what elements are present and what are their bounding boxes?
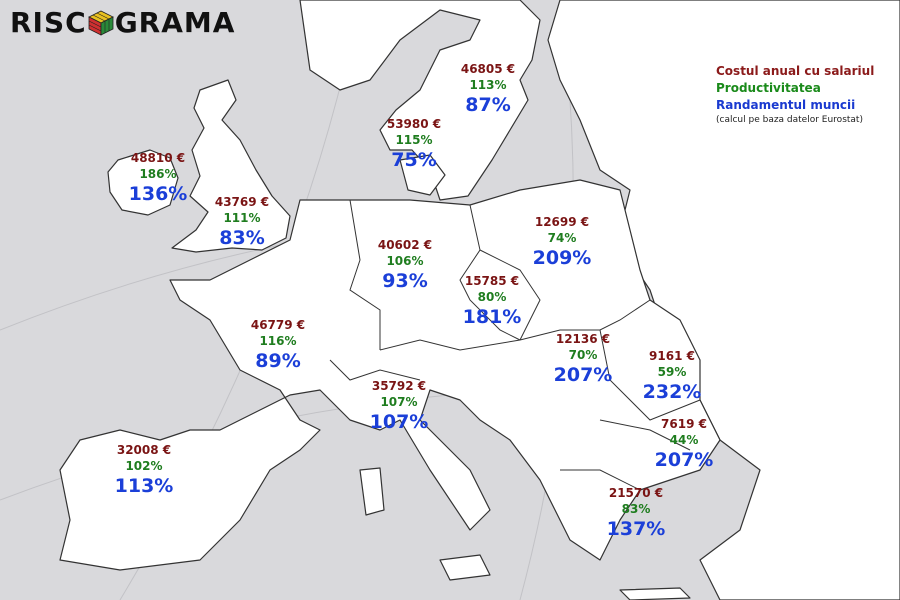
shape-sicily [439,554,491,581]
label-denmark: 53980 € 115% 75% [387,116,441,172]
shape-uk [171,79,291,253]
yield-value: 207% [654,449,714,471]
cost-value: 43769 € [214,195,270,209]
productivity-value: 83% [621,502,651,516]
yield-value: 89% [255,350,301,372]
productivity-value: 111% [223,211,261,225]
shape-central [59,179,721,571]
productivity-value: 102% [125,459,163,473]
yield-value: 87% [465,94,511,116]
label-hungary: 12136 € 70% 207% [554,331,613,387]
productivity-value: 116% [259,334,297,348]
productivity-value: 186% [139,167,177,181]
cost-value: 46805 € [460,62,516,76]
yield-value: 207% [553,364,613,386]
yield-value: 232% [642,381,702,403]
label-italy: 35792 € 107% 107% [370,378,429,434]
shape-ireland [107,149,179,216]
yield-value: 113% [114,475,174,497]
productivity-value: 59% [657,365,687,379]
productivity-value: 113% [469,78,507,92]
cost-value: 7619 € [661,417,707,431]
cost-value: 53980 € [386,117,442,131]
riscograma-logo: RISC GRAMA [10,6,235,39]
cost-value: 48810 € [130,151,186,165]
cost-value: 35792 € [371,379,427,393]
cost-value: 9161 € [649,349,695,363]
logo-text-right: GRAMA [114,6,236,39]
yield-value: 136% [128,183,188,205]
label-ireland: 48810 € 186% 136% [129,150,188,206]
cost-value: 46779 € [250,318,306,332]
cost-value: 40602 € [377,238,433,252]
yield-value: 83% [219,227,265,249]
shape-crete [619,587,691,600]
label-bulgaria: 7619 € 44% 207% [655,416,714,472]
cost-value: 12699 € [534,215,590,229]
label-sweden: 46805 € 113% 87% [461,61,515,117]
yield-value: 93% [382,270,428,292]
label-romania: 9161 € 59% 232% [643,348,702,404]
yield-value: 209% [532,247,592,269]
label-poland: 12699 € 74% 209% [533,214,592,270]
label-uk: 43769 € 111% 83% [215,194,269,250]
shape-sardinia [359,467,385,516]
shape-scandinavia [299,0,541,201]
legend-yield: Randamentul muncii [716,98,856,112]
legend-note: (calcul pe baza datelor Eurostat) [716,115,863,125]
legend-productivity: Productivitatea [716,81,821,95]
yield-value: 75% [391,149,437,171]
legend-cost: Costul anual cu salariul [716,64,875,78]
cost-value: 32008 € [116,443,172,457]
productivity-value: 115% [395,133,433,147]
label-czechia: 15785 € 80% 181% [463,273,522,329]
yield-value: 107% [369,411,429,433]
productivity-value: 107% [380,395,418,409]
legend: Costul anual cu salariul Productivitatea… [716,63,874,127]
productivity-value: 70% [568,348,598,362]
land-shapes [59,0,900,600]
yield-value: 137% [606,518,666,540]
borders [329,199,701,491]
label-spain: 32008 € 102% 113% [115,442,174,498]
cost-value: 21570 € [608,486,664,500]
productivity-value: 44% [669,433,699,447]
rubiks-cube-icon [87,10,114,36]
label-greece: 21570 € 83% 137% [607,485,666,541]
cost-value: 15785 € [464,274,520,288]
shape-denmark [399,154,446,196]
productivity-value: 106% [386,254,424,268]
productivity-value: 80% [477,290,507,304]
label-france: 46779 € 116% 89% [251,317,305,373]
logo-text-left: RISC [10,6,87,39]
label-germany: 40602 € 106% 93% [378,237,432,293]
cost-value: 12136 € [555,332,611,346]
yield-value: 181% [462,306,522,328]
productivity-value: 74% [547,231,577,245]
